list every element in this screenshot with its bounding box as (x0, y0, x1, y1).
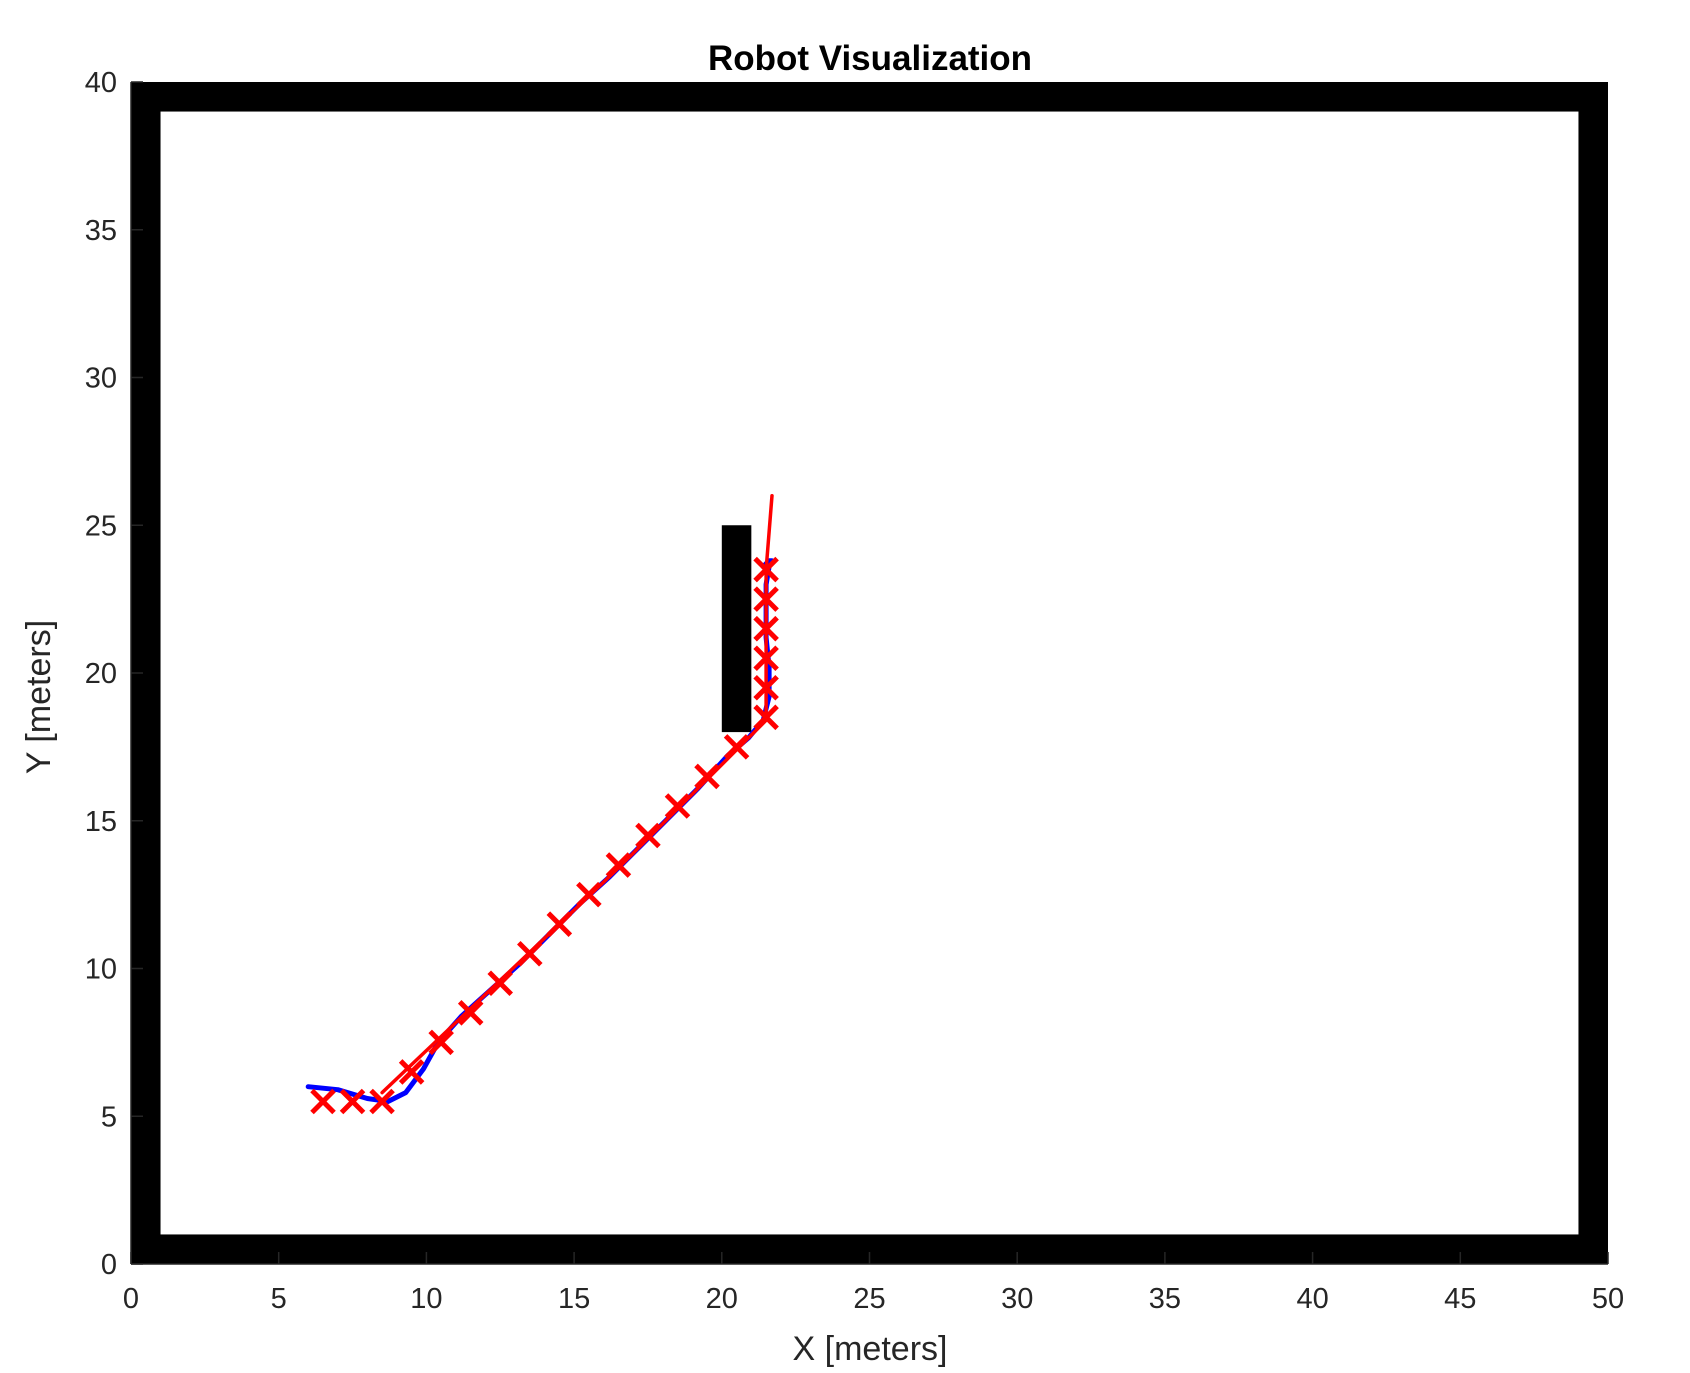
x-tick-label: 40 (1296, 1283, 1328, 1315)
y-tick-label: 20 (85, 658, 117, 690)
y-tick-label: 35 (85, 215, 117, 247)
waypoint-marker (723, 734, 750, 760)
x-tick-label: 0 (123, 1283, 139, 1315)
x-tick-label: 5 (271, 1283, 287, 1315)
x-tick-label: 15 (558, 1283, 590, 1315)
waypoint-marker (605, 852, 632, 878)
y-axis-label: Y [meters] (20, 620, 58, 774)
x-axis-label: X [meters] (793, 1330, 948, 1368)
axes-layer: 0 5 10 15 20 25 30 35 40 45 50 0 5 10 15 20 25 30 35 40 (85, 67, 1624, 1315)
chart-title: Robot Visualization (708, 39, 1032, 78)
waypoint-marker (310, 1088, 336, 1115)
y-tick-label: 30 (85, 363, 117, 395)
waypoint-stroke (605, 852, 632, 878)
waypoint-marker (339, 1088, 366, 1115)
waypoint-stroke (310, 1088, 336, 1115)
y-tick-label: 40 (85, 67, 117, 99)
waypoint-marker (635, 822, 661, 849)
wall-3 (1578, 82, 1608, 1264)
series-line-2 (380, 493, 774, 1095)
x-tick-label: 10 (410, 1283, 442, 1315)
x-tick-label: 25 (853, 1283, 885, 1315)
waypoint-marker (428, 1029, 454, 1056)
y-tick-label: 0 (101, 1249, 117, 1281)
waypoint-stroke (487, 970, 514, 997)
walls-layer (131, 82, 1608, 1264)
waypoint-stroke (398, 1059, 425, 1085)
series-layer (305, 493, 779, 1115)
waypoint-stroke (635, 822, 661, 849)
waypoint-marker (487, 970, 514, 997)
waypoint-marker (457, 1000, 484, 1026)
series-line-0 (305, 558, 775, 1104)
waypoint-marker (369, 1088, 395, 1115)
x-tick-label: 20 (706, 1283, 738, 1315)
wall-1 (131, 82, 1608, 112)
waypoint-stroke (339, 1088, 366, 1115)
x-tick-label: 50 (1592, 1283, 1624, 1315)
waypoint-marker (398, 1059, 425, 1085)
y-tick-label: 15 (85, 806, 117, 838)
waypoint-stroke (428, 1029, 454, 1056)
waypoint-stroke (457, 1000, 484, 1026)
wall-4 (721, 525, 752, 733)
x-tick-label: 30 (1001, 1283, 1033, 1315)
waypoint-marker (664, 793, 691, 819)
x-tick-label: 45 (1444, 1283, 1476, 1315)
waypoint-stroke (723, 734, 750, 760)
y-tick-label: 25 (85, 510, 117, 542)
y-tick-label: 10 (85, 954, 117, 986)
waypoint-marker (694, 763, 720, 790)
waypoint-stroke (664, 793, 691, 819)
x-tick-label: 35 (1149, 1283, 1181, 1315)
waypoint-stroke (369, 1088, 395, 1115)
y-tick-label: 5 (101, 1101, 117, 1133)
waypoint-stroke (694, 763, 720, 790)
